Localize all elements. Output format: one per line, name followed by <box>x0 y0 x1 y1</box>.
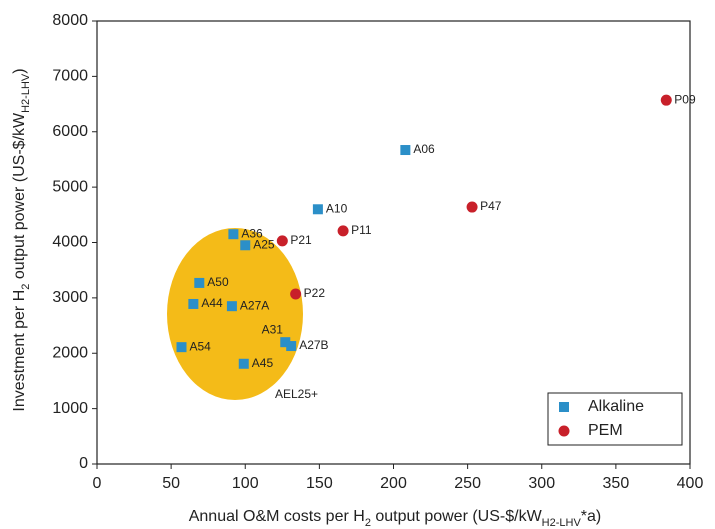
legend-label: Alkaline <box>588 398 644 415</box>
axis-label-part: H2-LHV <box>20 73 32 113</box>
axis-label-part: Investment per H <box>11 290 28 412</box>
point-label: A06 <box>413 142 435 156</box>
point-label: A25 <box>253 237 275 251</box>
point <box>226 301 237 312</box>
x-tick-label: 150 <box>306 475 333 492</box>
point-label: P47 <box>480 199 502 213</box>
legend-marker <box>558 425 570 437</box>
point-label: P21 <box>290 233 312 247</box>
point <box>276 235 288 247</box>
legend-box <box>547 392 683 446</box>
x-tick-label: 200 <box>380 475 407 492</box>
point-label: P09 <box>674 92 696 106</box>
x-tick-label: 50 <box>162 475 180 492</box>
point <box>228 229 239 240</box>
x-tick-label: 400 <box>677 475 704 492</box>
point-label: A44 <box>201 296 223 310</box>
y-tick-label: 5000 <box>52 178 88 195</box>
axis-label-part: Annual O&M costs per H <box>189 508 365 525</box>
point <box>176 342 187 353</box>
legend-label: PEM <box>588 422 623 439</box>
y-tick-label: 2000 <box>52 344 88 361</box>
axis-label-part: ) <box>11 68 28 73</box>
annotation: AEL25+ <box>275 387 318 401</box>
point <box>240 240 251 251</box>
axis-label-part: 2 <box>365 517 371 529</box>
axis-label-part: 2 <box>20 284 32 290</box>
y-tick-label: 1000 <box>52 400 88 417</box>
axis-label-part: output power (US-$/kW <box>371 508 543 525</box>
point-label: A54 <box>190 339 212 353</box>
point <box>194 277 205 288</box>
point-label: P22 <box>304 286 326 300</box>
y-tick-label: 8000 <box>52 12 88 29</box>
point-label: A36 <box>241 226 263 240</box>
point <box>286 341 297 352</box>
point <box>188 298 199 309</box>
x-tick-label: 350 <box>603 475 630 492</box>
point <box>280 337 291 348</box>
point <box>238 358 249 369</box>
point <box>290 288 302 300</box>
y-tick-label: 7000 <box>52 68 88 85</box>
point-label: A27A <box>240 298 269 312</box>
point-label: P11 <box>351 223 372 237</box>
y-tick-label: 4000 <box>52 234 88 251</box>
point <box>337 225 349 237</box>
axis-label-part: H2-LHV <box>542 517 582 529</box>
point-label: A10 <box>326 201 348 215</box>
point <box>400 145 411 156</box>
y-tick-label: 6000 <box>52 123 88 140</box>
y-axis-label: Investment per H2 output power (US-$/kWH… <box>11 68 32 411</box>
point <box>660 94 672 106</box>
point <box>466 201 478 213</box>
x-axis-label: Annual O&M costs per H2 output power (US… <box>189 508 602 529</box>
point-label: A45 <box>252 356 274 370</box>
y-tick-label: 0 <box>79 455 88 472</box>
cluster-ellipse <box>167 228 303 400</box>
x-tick-label: 0 <box>93 475 102 492</box>
point-label: A27B <box>299 338 328 352</box>
point-label: A31 <box>262 322 284 336</box>
point-label: A50 <box>207 275 229 289</box>
x-tick-label: 300 <box>528 475 555 492</box>
point <box>312 204 323 215</box>
x-tick-label: 100 <box>232 475 259 492</box>
axis-label-part: *a) <box>581 508 601 525</box>
x-tick-label: 250 <box>454 475 481 492</box>
y-tick-label: 3000 <box>52 289 88 306</box>
axis-label-part: output power (US-$/kW <box>11 112 28 284</box>
legend-marker <box>559 402 569 412</box>
